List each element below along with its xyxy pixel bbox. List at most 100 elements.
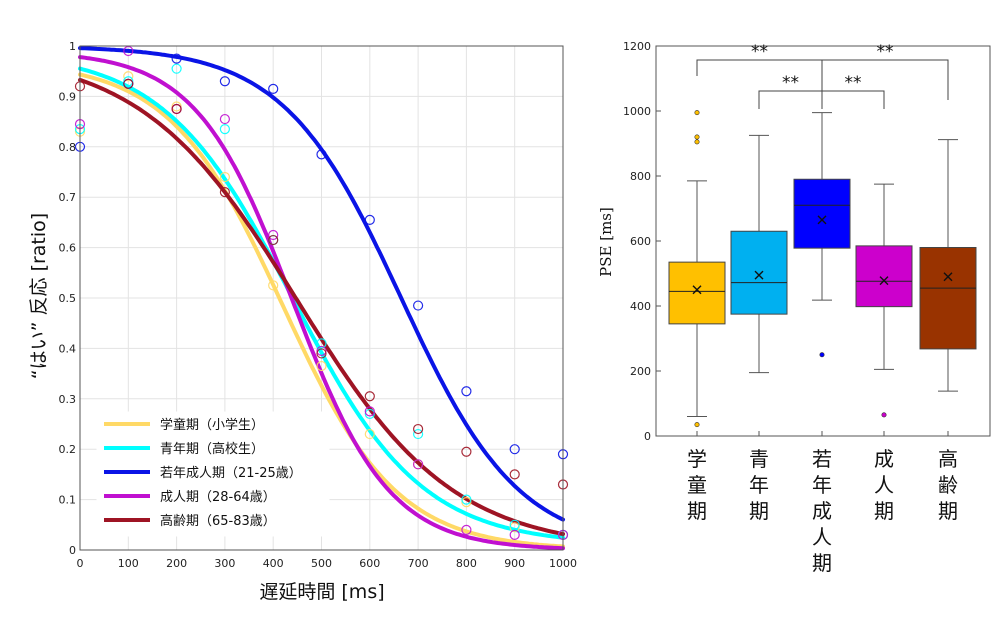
- pse-box-plot: 0 200 400 600 800 1000 1200 ** ** ** ** 学童期 青年期 若年成…: [600, 40, 991, 575]
- significance-label: **: [751, 42, 768, 62]
- data-point: [364, 408, 375, 420]
- y-tick-label: 1: [69, 40, 76, 53]
- y-tick-label: 0.6: [59, 242, 77, 255]
- x-tick-label: 1000: [549, 557, 577, 570]
- box: [855, 245, 913, 308]
- data-point: [461, 497, 472, 508]
- x-axis-label: 遅延時間 [ms]: [259, 581, 384, 603]
- y-tick-label: 0.1: [59, 494, 77, 507]
- mean-marker: [943, 272, 953, 282]
- plot-frame: [79, 45, 564, 551]
- y-tick-label: 0: [69, 544, 76, 557]
- mean-marker: [754, 270, 764, 280]
- significance-bracket: [758, 90, 823, 109]
- box: [919, 247, 977, 350]
- box: [730, 230, 788, 315]
- data-point: [509, 444, 520, 455]
- data-point: [219, 171, 230, 183]
- outlier-point: [881, 412, 887, 418]
- data-point: [316, 345, 327, 357]
- y-tick-label: 1200: [623, 40, 651, 53]
- data-point: [413, 300, 424, 311]
- data-point: [364, 214, 375, 225]
- y-tick-label: 200: [630, 365, 651, 378]
- y-tick-label: 800: [630, 170, 651, 183]
- outlier-point: [694, 134, 700, 140]
- y-tick-label: 0.3: [59, 393, 77, 406]
- data-point: [461, 494, 472, 505]
- significance-label: **: [845, 73, 862, 93]
- category-label: 青年期: [749, 447, 769, 523]
- x-tick-label: 100: [118, 557, 139, 570]
- x-tick-label: 0: [77, 557, 84, 570]
- x-tick-label: 300: [214, 557, 235, 570]
- y-axis-label: PSE [ms]: [600, 207, 615, 277]
- category-label: 若年成人期: [812, 447, 832, 575]
- data-point: [316, 149, 327, 160]
- data-point: [123, 71, 134, 82]
- y-tick-label: 1000: [623, 105, 651, 118]
- data-point: [509, 522, 520, 533]
- data-point: [364, 391, 375, 402]
- significance-bracket: [821, 90, 885, 109]
- y-tick-label: 0.7: [59, 191, 77, 204]
- y-tick-label: 0.9: [59, 90, 77, 103]
- data-point: [171, 103, 182, 115]
- x-tick-label: 200: [166, 557, 187, 570]
- data-point: [171, 101, 182, 112]
- legend-label: 青年期（高校生）: [160, 441, 264, 457]
- category-labels: 学童期 青年期 若年成人期 成人期 高齢期: [687, 447, 958, 575]
- data-point: [268, 229, 279, 241]
- y-axis-label: “はい” 反応 [ratio]: [28, 213, 50, 379]
- x-tick-label: 700: [408, 557, 429, 570]
- data-point: [123, 78, 134, 89]
- fitted-curve: [78, 55, 565, 551]
- y-tick-label: 0.5: [59, 292, 77, 305]
- data-point: [364, 406, 375, 417]
- mean-marker: [879, 276, 889, 286]
- axes: 0 200 400 600 800 1000 1200: [623, 40, 991, 443]
- category-label: 成人期: [874, 447, 894, 523]
- outlier-point: [694, 139, 700, 145]
- mean-marker: [692, 285, 702, 295]
- data-point: [413, 428, 424, 440]
- data-point: [364, 428, 375, 440]
- significance-bracket: [696, 59, 823, 76]
- y-tick-label: 0: [644, 430, 651, 443]
- legend-label: 高齢期（65-83歳）: [160, 513, 276, 529]
- data-point: [219, 76, 230, 87]
- x-tick-label: 900: [504, 557, 525, 570]
- x-tick-label: 800: [456, 557, 477, 570]
- data-point: [316, 360, 327, 372]
- data-point: [461, 386, 472, 397]
- data-point: [509, 469, 520, 480]
- significance-label: **: [782, 73, 799, 93]
- y-tick-label: 0.8: [59, 141, 77, 154]
- data-point: [461, 446, 472, 457]
- significance-brackets: ** ** ** **: [696, 42, 949, 109]
- data-point: [413, 423, 424, 435]
- data-point: [171, 63, 182, 74]
- outlier-point: [694, 110, 700, 116]
- y-tick-label: 400: [630, 300, 651, 313]
- data-point: [123, 45, 134, 57]
- data-point: [413, 459, 424, 470]
- data-point: [171, 53, 182, 64]
- data-point: [268, 280, 279, 291]
- boxes: [668, 110, 977, 428]
- data-point: [268, 234, 279, 246]
- data-point: [509, 529, 520, 540]
- y-tick-label: 0.2: [59, 443, 77, 456]
- category-label: 高齢期: [938, 447, 958, 523]
- data-point: [123, 76, 134, 87]
- data-point: [461, 524, 472, 535]
- legend-label: 学童期（小学生）: [160, 417, 264, 433]
- mean-marker: [817, 215, 827, 225]
- data-point: [316, 348, 327, 359]
- x-tick-label: 400: [263, 557, 284, 570]
- data-point: [219, 113, 230, 125]
- x-tick-label: 600: [359, 557, 380, 570]
- fitted-curve: [78, 66, 565, 540]
- fitted-curve: [78, 72, 565, 549]
